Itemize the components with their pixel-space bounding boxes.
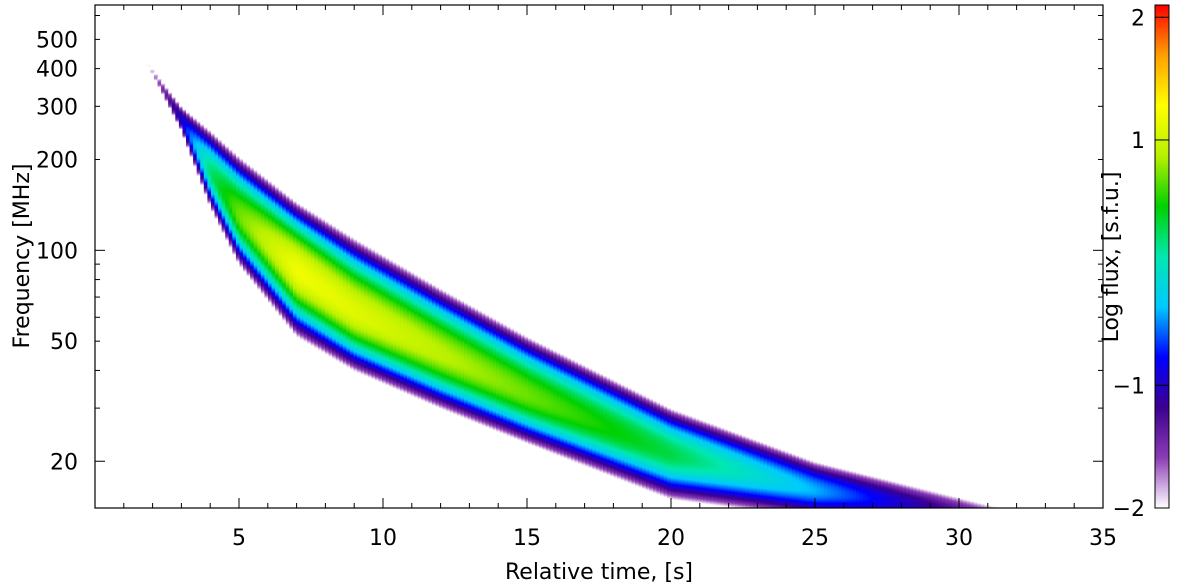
heatmap-cell: [215, 123, 219, 125]
heatmap-cell: [289, 179, 293, 181]
heatmap-cell: [158, 74, 162, 75]
heatmap-cell: [261, 158, 265, 160]
heatmap-cell: [272, 165, 276, 167]
heatmap-cell: [207, 117, 211, 119]
heatmap-cell: [197, 111, 201, 113]
heatmap-cell: [282, 173, 286, 175]
heatmap-cell: [190, 107, 194, 108]
heatmap-cell: [286, 176, 290, 178]
heatmap-cell: [279, 171, 283, 173]
heatmap-cell: [254, 152, 258, 154]
heatmap-cell: [186, 104, 190, 105]
heatmap-cell: [147, 61, 151, 62]
heatmap-cell: [293, 181, 297, 183]
heatmap-cell: [257, 155, 261, 157]
heatmap-cell: [168, 87, 172, 88]
heatmap-cell: [172, 91, 176, 93]
heatmap-cell: [250, 150, 254, 152]
heatmap-cell: [275, 168, 279, 170]
heatmap-cell: [225, 131, 229, 133]
heatmap-cell: [154, 70, 158, 72]
heatmap-cell: [211, 120, 215, 121]
heatmap-cell: [204, 115, 208, 117]
heatmap-cell: [222, 128, 226, 130]
heatmap-cell: [179, 100, 183, 102]
heatmap-cell: [297, 184, 301, 186]
heatmap-cell: [165, 83, 169, 85]
heatmap-cell: [243, 145, 247, 147]
heatmap-cell: [247, 147, 251, 149]
heatmap-cell: [218, 126, 222, 128]
heatmap-cell: [229, 134, 233, 136]
heatmap-cell: [232, 137, 236, 139]
heatmap-cell: [264, 160, 268, 162]
heatmap-cell: [161, 78, 165, 80]
heatmap-cell: [240, 142, 244, 144]
heatmap-cell: [150, 65, 154, 67]
heatmap-cell: [193, 109, 197, 110]
heatmap-cell: [175, 95, 179, 96]
heatmap-cell: [268, 163, 272, 165]
heatmap-cell: [182, 102, 186, 104]
burst-heatmap: [147, 61, 1003, 534]
heatmap-cell: [236, 139, 240, 141]
heatmap-cell: [200, 113, 204, 115]
